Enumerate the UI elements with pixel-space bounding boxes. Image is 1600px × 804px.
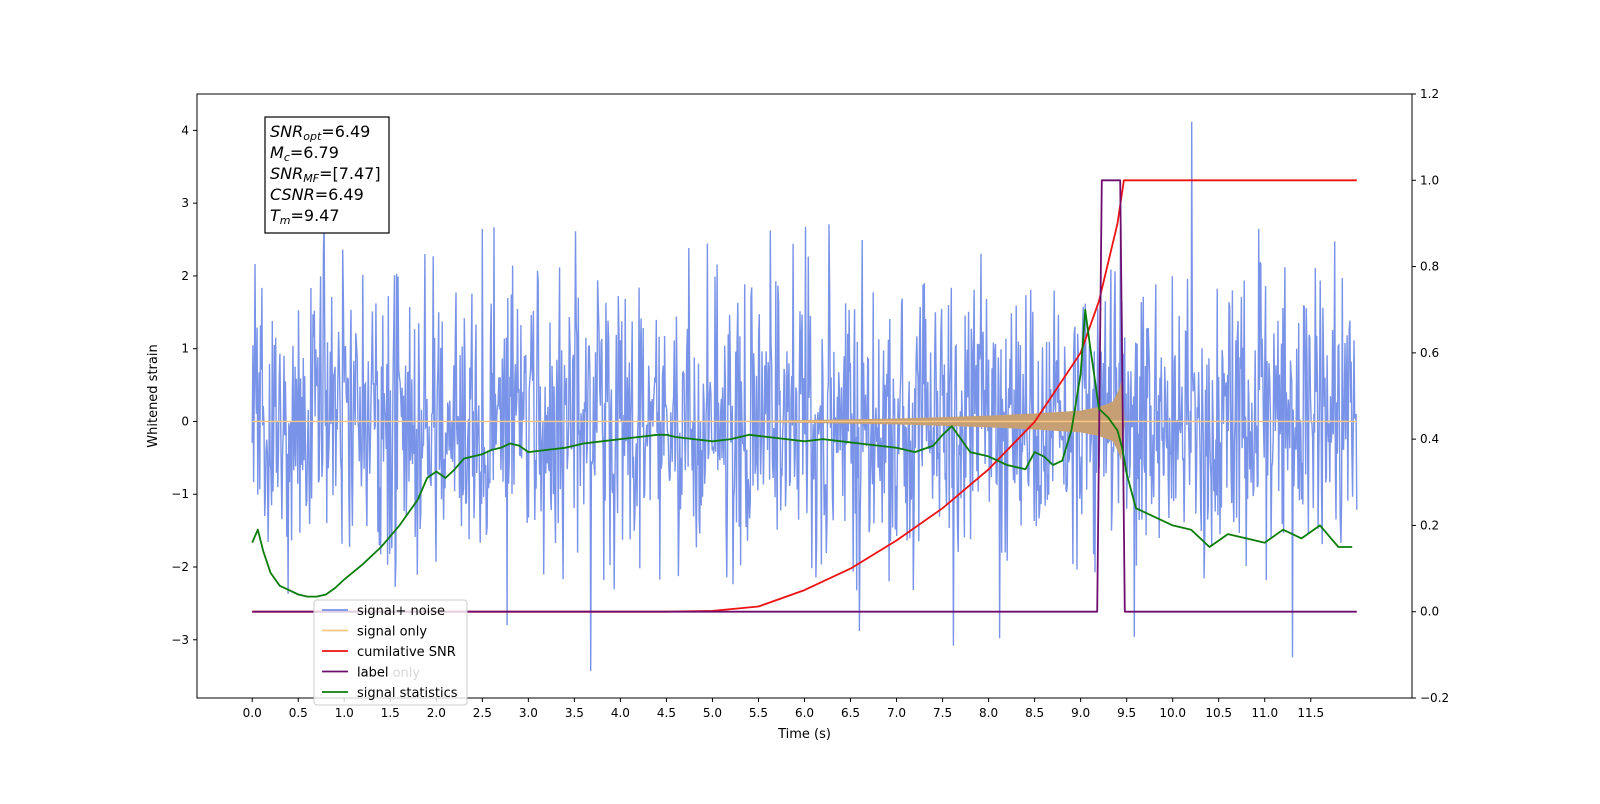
noise-layer bbox=[251, 121, 1358, 672]
legend-item-label: signal+ noise bbox=[357, 604, 445, 619]
stats-symbol: SNR bbox=[270, 164, 303, 183]
stats-line: Mc=6.79 bbox=[270, 143, 339, 164]
y-tick-label: −2 bbox=[171, 560, 189, 574]
x-tick-label: 11.0 bbox=[1251, 706, 1278, 720]
x-tick-label: 2.0 bbox=[427, 706, 446, 720]
stats-symbol: CSNR bbox=[270, 185, 315, 204]
stats-symbol: T bbox=[270, 206, 281, 225]
legend-item-label: signal statistics bbox=[357, 686, 458, 701]
y-tick-label: 2 bbox=[181, 269, 189, 283]
legend-hidden-text: label only bbox=[357, 666, 420, 681]
x-tick-label: 7.0 bbox=[887, 706, 906, 720]
x-tick-label: 10.5 bbox=[1205, 706, 1232, 720]
x-tick-label: 5.5 bbox=[749, 706, 768, 720]
series-label bbox=[252, 179, 1357, 613]
y-tick-label: −1 bbox=[171, 487, 189, 501]
legend-item-label: label bbox=[357, 666, 388, 681]
y2-tick-label: 0.2 bbox=[1420, 518, 1439, 532]
series-signal-noise bbox=[251, 121, 1358, 672]
stats-subscript: c bbox=[284, 151, 290, 164]
x-tick-label: 4.5 bbox=[657, 706, 676, 720]
y2-tick-label: 1.0 bbox=[1420, 173, 1439, 187]
y2-tick-label: 0.0 bbox=[1420, 605, 1439, 619]
x-tick-label: 5.0 bbox=[703, 706, 722, 720]
y2-tick-label: 0.4 bbox=[1420, 432, 1439, 446]
x-tick-label: 11.5 bbox=[1297, 706, 1324, 720]
y2-tick-label: −0.2 bbox=[1420, 691, 1449, 705]
stats-value: =6.49 bbox=[321, 122, 370, 141]
x-tick-label: 3.5 bbox=[565, 706, 584, 720]
series-cumulative-snr bbox=[252, 179, 1357, 613]
x-tick-label: 1.0 bbox=[335, 706, 354, 720]
x-axis-label: Time (s) bbox=[777, 727, 831, 742]
y2-tick-label: 0.8 bbox=[1420, 260, 1439, 274]
x-tick-label: 6.5 bbox=[841, 706, 860, 720]
x-tick-label: 2.5 bbox=[473, 706, 492, 720]
lines-layer bbox=[251, 179, 1357, 613]
x-tick-label: 10.0 bbox=[1159, 706, 1186, 720]
stats-value: =6.49 bbox=[315, 185, 364, 204]
y2-tick-label: 0.6 bbox=[1420, 346, 1439, 360]
stats-box: SNRopt=6.49Mc=6.79SNRMF=[7.47]CSNR=6.49T… bbox=[264, 116, 390, 234]
stats-box-frame bbox=[264, 116, 390, 234]
x-tick-label: 6.0 bbox=[795, 706, 814, 720]
stats-line: Tm=9.47 bbox=[270, 206, 340, 227]
stats-symbol: SNR bbox=[270, 122, 303, 141]
series-signal-statistics bbox=[251, 308, 1353, 598]
y-tick-label: 3 bbox=[181, 196, 189, 210]
x-tick-label: 8.0 bbox=[979, 706, 998, 720]
stats-line: SNRopt=6.49 bbox=[270, 122, 370, 143]
x-tick-label: 9.5 bbox=[1117, 706, 1136, 720]
y-tick-label: −3 bbox=[171, 633, 189, 647]
x-tick-label: 0.0 bbox=[243, 706, 262, 720]
y-tick-label: 0 bbox=[181, 414, 189, 428]
signal-layer bbox=[252, 381, 1357, 462]
x-tick-label: 4.0 bbox=[611, 706, 630, 720]
stats-line: CSNR=6.49 bbox=[270, 185, 364, 204]
legend-item-label: signal only bbox=[357, 625, 427, 640]
stats-value: =[7.47] bbox=[319, 164, 381, 183]
axes-layer: 0.0 0.5 1.0 1.5 2.0 2.5 3.0 3.5 4.0 4.5 5.0 5.5 6.0 6… bbox=[171, 87, 1449, 720]
stats-symbol: M bbox=[270, 143, 284, 162]
y-axis-label: Whitened strain bbox=[146, 344, 161, 447]
x-tick-label: 9.0 bbox=[1071, 706, 1090, 720]
y-tick-label: 4 bbox=[181, 123, 189, 137]
stats-subscript: MF bbox=[303, 172, 319, 185]
stats-subscript: opt bbox=[303, 130, 322, 143]
stats-value: =9.47 bbox=[291, 206, 340, 225]
stats-line: SNRMF=[7.47] bbox=[270, 164, 381, 185]
x-tick-label: 1.5 bbox=[381, 706, 400, 720]
stats-subscript: m bbox=[280, 214, 291, 227]
legend-frame bbox=[313, 599, 468, 706]
legend-item-label: cumilative SNR bbox=[357, 645, 456, 660]
x-tick-label: 0.5 bbox=[289, 706, 308, 720]
x-tick-label: 8.5 bbox=[1025, 706, 1044, 720]
y-tick-label: 1 bbox=[181, 342, 189, 356]
legend: label only signal+ noise signal only cumila… bbox=[313, 599, 468, 706]
x-tick-label: 3.0 bbox=[519, 706, 538, 720]
y2-tick-label: 1.2 bbox=[1420, 87, 1439, 101]
x-tick-label: 7.5 bbox=[933, 706, 952, 720]
stats-value: =6.79 bbox=[290, 143, 339, 162]
